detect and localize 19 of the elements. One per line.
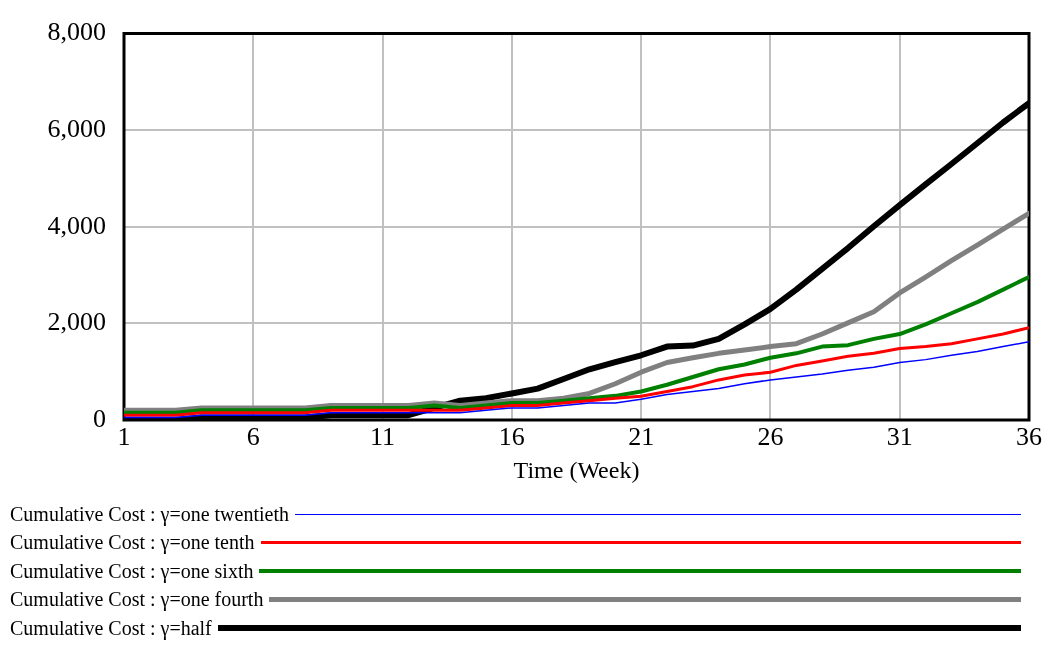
x-tick-label: 6 — [246, 422, 260, 452]
y-tick-label: 8,000 — [47, 17, 106, 47]
x-tick-label: 26 — [757, 422, 784, 452]
legend-label: Cumulative Cost : γ=one fourth — [10, 588, 264, 612]
x-tick-label: 36 — [1016, 422, 1042, 452]
y-tick-label: 2,000 — [47, 307, 106, 337]
y-tick-label: 4,000 — [47, 210, 106, 240]
x-tick-label: 16 — [498, 422, 525, 452]
legend-label: Cumulative Cost : γ=one twentieth — [10, 502, 289, 526]
y-tick-label: 6,000 — [47, 114, 106, 144]
x-axis-title: Time (Week) — [513, 456, 640, 483]
x-tick-label: 1 — [117, 422, 131, 452]
legend-label: Cumulative Cost : γ=half — [10, 616, 212, 640]
x-tick-label: 21 — [628, 422, 655, 452]
x-tick-label: 11 — [370, 422, 396, 452]
y-tick-label: 0 — [93, 403, 106, 433]
x-tick-label: 31 — [886, 422, 913, 452]
legend-label: Cumulative Cost : γ=one sixth — [10, 559, 254, 583]
legend-label: Cumulative Cost : γ=one tenth — [10, 531, 255, 555]
